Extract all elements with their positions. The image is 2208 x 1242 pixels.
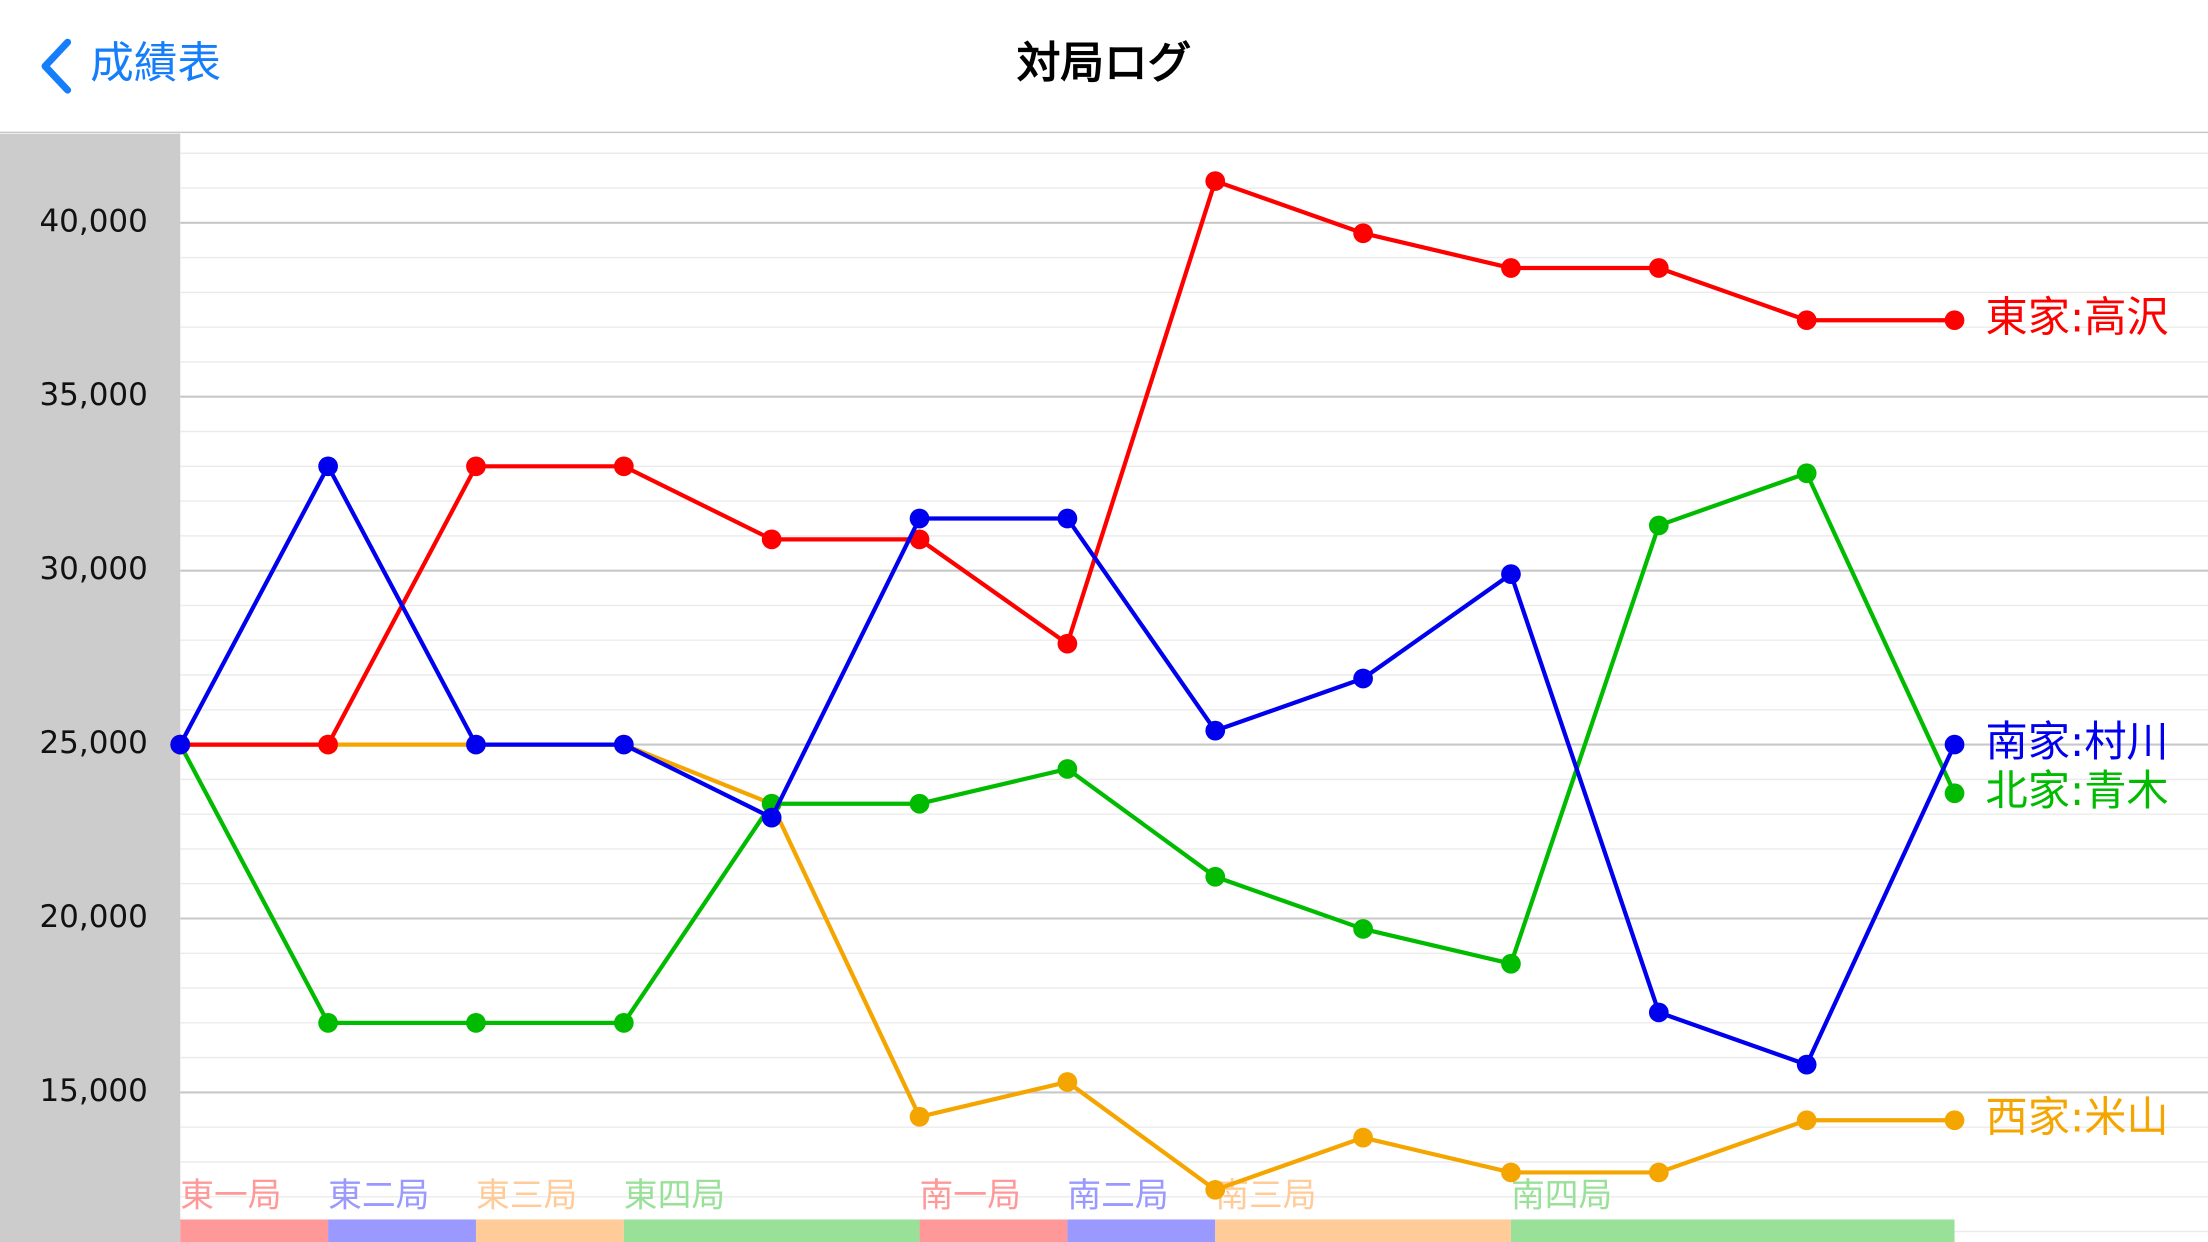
- point: [1353, 668, 1373, 689]
- point: [1796, 1054, 1817, 1075]
- point: [1648, 258, 1669, 278]
- round-label: 南一局: [920, 1175, 1021, 1214]
- point: [909, 793, 930, 814]
- round-band: [1215, 1219, 1511, 1242]
- point: [1796, 1110, 1817, 1131]
- point: [1501, 258, 1521, 278]
- point: [1944, 310, 1965, 331]
- point: [1501, 953, 1521, 974]
- back-label[interactable]: 成績表: [90, 38, 221, 89]
- point: [1648, 1162, 1669, 1183]
- point: [1944, 1110, 1965, 1131]
- point: [1944, 734, 1965, 755]
- round-label: 東一局: [180, 1175, 281, 1214]
- point: [1057, 1072, 1078, 1092]
- point: [1944, 783, 1965, 804]
- point: [1057, 633, 1078, 654]
- point: [318, 456, 338, 477]
- point: [909, 508, 930, 529]
- point: [909, 1106, 930, 1127]
- series-label: 東家:高沢: [1986, 293, 2169, 342]
- point: [1501, 564, 1521, 584]
- y-tick-label: 30,000: [39, 551, 147, 587]
- point: [318, 734, 338, 755]
- point: [1353, 1127, 1373, 1148]
- round-label: 南二局: [1067, 1175, 1168, 1214]
- point: [1648, 515, 1669, 536]
- point: [613, 456, 634, 477]
- series-label: 西家:米山: [1986, 1093, 2169, 1142]
- round-band: [1510, 1219, 1955, 1242]
- round-band: [475, 1219, 624, 1242]
- point: [761, 807, 782, 828]
- series-label: 北家:青木: [1986, 766, 2169, 815]
- point: [613, 1012, 634, 1033]
- point: [1796, 463, 1817, 484]
- series-line: [178, 471, 1957, 1025]
- round-label: 東三局: [476, 1175, 577, 1214]
- series-line: [180, 178, 1955, 747]
- round-label: 南四局: [1511, 1175, 1612, 1214]
- nav-bar: [0, 0, 2208, 133]
- point: [1205, 866, 1226, 887]
- point: [1205, 720, 1226, 741]
- point: [1205, 171, 1226, 191]
- y-tick-label: 15,000: [39, 1073, 147, 1109]
- series-line: [180, 742, 1955, 1192]
- plot: 15,000 20,000 25,000 30,000 35,000 40,000 東一局 東…: [39, 152, 2208, 1242]
- round-label: 南三局: [1215, 1175, 1316, 1214]
- point: [613, 734, 634, 755]
- point: [318, 1012, 338, 1033]
- point: [466, 1012, 486, 1033]
- point: [761, 529, 782, 550]
- point: [170, 734, 191, 755]
- point: [1353, 223, 1373, 244]
- point: [909, 529, 930, 550]
- back-button[interactable]: 成績表: [41, 38, 221, 94]
- axis-panel: [0, 133, 181, 1242]
- round-label: 東二局: [328, 1175, 429, 1214]
- series-label: 南家:村川: [1986, 717, 2169, 766]
- point: [1648, 1002, 1669, 1023]
- y-tick-label: 35,000: [39, 377, 147, 413]
- point: [1501, 1162, 1521, 1183]
- y-tick-label: 25,000: [39, 725, 147, 761]
- round-label: 東四局: [624, 1175, 725, 1214]
- point: [1057, 759, 1078, 779]
- y-tick-label: 20,000: [39, 899, 147, 935]
- round-band: [328, 1219, 476, 1242]
- back-chevron: [41, 38, 72, 94]
- point: [1796, 310, 1817, 331]
- round-band: [919, 1219, 1068, 1242]
- point: [466, 456, 486, 477]
- point: [1205, 1179, 1226, 1200]
- point: [1057, 508, 1078, 529]
- round-band: [180, 1219, 329, 1242]
- y-tick-label: 40,000: [39, 203, 147, 239]
- nav-title: 対局ログ: [1017, 38, 1192, 89]
- point: [1353, 919, 1373, 939]
- round-band: [1067, 1219, 1216, 1242]
- round-band: [623, 1219, 920, 1242]
- point: [466, 734, 486, 755]
